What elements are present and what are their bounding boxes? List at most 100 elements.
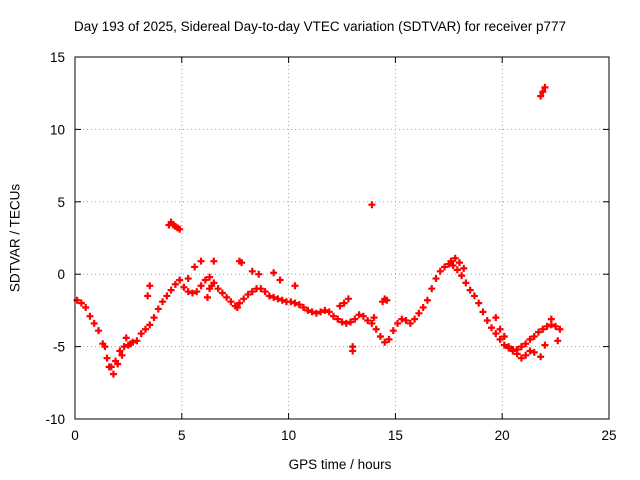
data-point: [517, 354, 525, 362]
data-point: [556, 325, 564, 333]
data-point: [496, 325, 504, 333]
chart-title: Day 193 of 2025, Sidereal Day-to-day VTE…: [74, 19, 566, 34]
data-point: [180, 283, 188, 291]
data-point: [541, 341, 549, 349]
data-point: [265, 292, 273, 300]
data-point: [347, 318, 355, 326]
data-point: [455, 259, 463, 267]
data-point: [537, 353, 545, 361]
data-point: [122, 334, 130, 342]
data-point: [432, 275, 440, 283]
data-point: [150, 314, 158, 322]
data-point: [244, 290, 252, 298]
data-point: [451, 254, 459, 262]
data-point: [120, 343, 128, 351]
data-point: [517, 343, 525, 351]
data-point: [385, 335, 393, 343]
data-point: [321, 306, 329, 314]
data-point: [349, 343, 357, 351]
data-point: [543, 322, 551, 330]
data-point: [370, 314, 378, 322]
data-point: [270, 293, 278, 301]
data-point: [547, 315, 555, 323]
x-tick-label: 10: [281, 428, 296, 443]
data-point: [368, 319, 376, 327]
data-point: [270, 269, 278, 277]
data-point: [351, 315, 359, 323]
data-point: [146, 321, 154, 329]
x-tick-label: 15: [388, 428, 403, 443]
data-point: [483, 317, 491, 325]
data-point: [537, 92, 545, 100]
data-point: [526, 347, 534, 355]
data-point: [203, 293, 211, 301]
data-point: [488, 324, 496, 332]
data-point: [146, 282, 154, 290]
x-tick-label: 25: [601, 428, 616, 443]
data-point: [470, 292, 478, 300]
x-axis-label: GPS time / hours: [288, 457, 392, 472]
data-point: [82, 304, 90, 312]
data-point: [368, 201, 376, 209]
data-point: [223, 293, 231, 301]
data-point: [261, 288, 269, 296]
data-point: [291, 282, 299, 290]
data-point: [436, 267, 444, 275]
data-point: [406, 319, 414, 327]
data-point: [163, 292, 171, 300]
data-point: [291, 299, 299, 307]
data-point: [184, 275, 192, 283]
data-point: [227, 298, 235, 306]
data-point: [193, 288, 201, 296]
data-point: [496, 335, 504, 343]
data-point: [118, 351, 126, 359]
data-point: [191, 263, 199, 271]
data-point: [492, 330, 500, 338]
data-point: [479, 308, 487, 316]
data-point: [300, 304, 308, 312]
y-tick-label: -5: [53, 340, 65, 355]
data-point: [103, 354, 111, 362]
data-point: [171, 280, 179, 288]
data-point: [116, 347, 124, 355]
data-point: [141, 325, 149, 333]
data-point: [530, 348, 538, 356]
data-point: [312, 309, 320, 317]
data-point: [539, 325, 547, 333]
data-point: [90, 319, 98, 327]
y-axis-label: SDTVAR / TECUs: [7, 183, 23, 293]
grid-lines: [75, 57, 609, 419]
data-point: [248, 288, 256, 296]
data-point: [415, 309, 423, 317]
data-point: [530, 332, 538, 340]
data-point: [389, 327, 397, 335]
data-point: [325, 308, 333, 316]
data-point: [278, 296, 286, 304]
data-point: [458, 272, 466, 280]
data-point: [109, 370, 117, 378]
data-points: [73, 83, 564, 378]
data-point: [329, 312, 337, 320]
data-point: [208, 282, 216, 290]
data-point: [376, 332, 384, 340]
data-point: [340, 299, 348, 307]
data-point: [449, 262, 457, 270]
data-point: [344, 295, 352, 303]
data-point: [184, 288, 192, 296]
data-point: [176, 276, 184, 284]
plot-border: [74, 56, 610, 420]
data-point: [137, 330, 145, 338]
data-point: [201, 276, 209, 284]
data-point: [240, 295, 248, 303]
data-point: [276, 276, 284, 284]
data-point: [355, 311, 363, 319]
data-point: [133, 337, 141, 345]
data-point: [505, 343, 513, 351]
data-point: [447, 257, 455, 265]
data-point: [552, 322, 560, 330]
data-point: [154, 305, 162, 313]
data-point: [287, 298, 295, 306]
axis-ticks: 0 5 10 15 20 25 -10 -5 0 5 10 15: [45, 50, 616, 443]
data-point: [218, 289, 226, 297]
data-point: [176, 225, 184, 233]
